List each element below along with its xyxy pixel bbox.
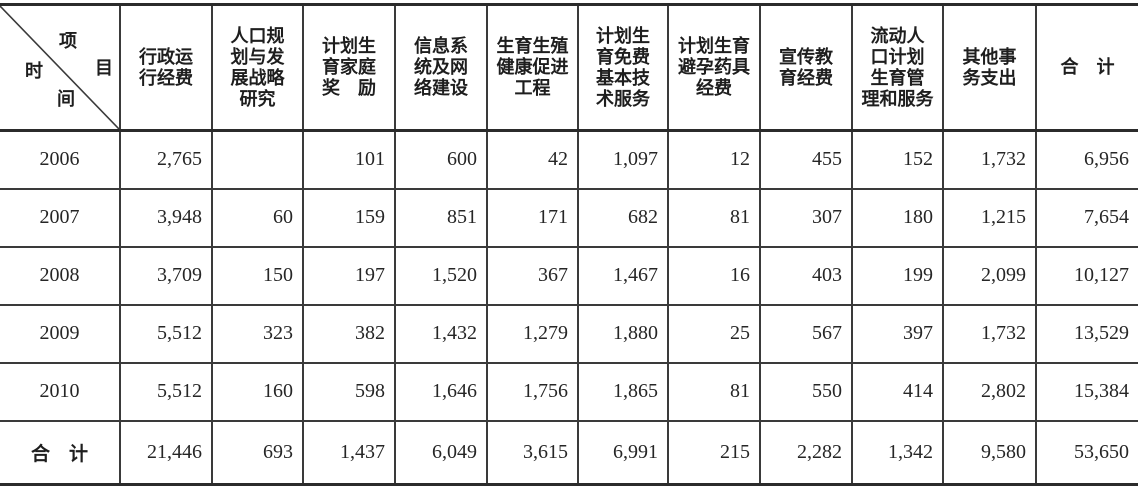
total-value-cell: 215 — [667, 420, 761, 485]
row-total-cell: 15,384 — [1035, 362, 1138, 422]
col-header-admin-operating-funds: 行政运 行经费 — [119, 4, 213, 132]
value-cell: 851 — [394, 188, 488, 248]
value-cell: 5,512 — [119, 362, 213, 422]
total-value-cell: 21,446 — [119, 420, 213, 485]
value-cell: 1,432 — [394, 304, 488, 364]
table-row-2006: 2006 2,765 101 600 42 1,097 12 455 152 1… — [0, 130, 1138, 190]
value-cell: 160 — [211, 362, 304, 422]
value-cell: 25 — [667, 304, 761, 364]
col-header-free-basic-tech-services: 计划生 育免费 基本技 术服务 — [577, 4, 669, 132]
value-cell: 397 — [851, 304, 944, 364]
value-cell: 403 — [759, 246, 853, 306]
table-row-2009: 2009 5,512 323 382 1,432 1,279 1,880 25 … — [0, 304, 1138, 364]
table-row-2010: 2010 5,512 160 598 1,646 1,756 1,865 81 … — [0, 362, 1138, 422]
value-cell: 1,865 — [577, 362, 669, 422]
value-cell: 81 — [667, 362, 761, 422]
table-row-2007: 2007 3,948 60 159 851 171 682 81 307 180… — [0, 188, 1138, 248]
total-row-label: 合 计 — [0, 420, 121, 485]
value-cell: 159 — [302, 188, 396, 248]
col-header-reproductive-health-project: 生育生殖 健康促进 工程 — [486, 4, 579, 132]
total-value-cell: 9,580 — [942, 420, 1037, 485]
row-total-cell: 10,127 — [1035, 246, 1138, 306]
value-cell: 682 — [577, 188, 669, 248]
table-row-2008: 2008 3,709 150 197 1,520 367 1,467 16 40… — [0, 246, 1138, 306]
value-cell: 598 — [302, 362, 396, 422]
value-cell: 550 — [759, 362, 853, 422]
value-cell: 1,732 — [942, 304, 1037, 364]
diagonal-divider — [0, 6, 119, 129]
value-cell: 414 — [851, 362, 944, 422]
total-value-cell: 6,991 — [577, 420, 669, 485]
expenditure-table: 项 目 时 间 行政运 行经费 人口规 划与发 展战略 研究 计划生 育 — [0, 3, 1138, 486]
grand-total-cell: 53,650 — [1035, 420, 1138, 485]
table-row-total: 合 计 21,446 693 1,437 6,049 3,615 6,991 2… — [0, 420, 1138, 485]
value-cell: 1,097 — [577, 130, 669, 190]
value-cell: 5,512 — [119, 304, 213, 364]
year-cell: 2006 — [0, 130, 121, 190]
value-cell: 1,732 — [942, 130, 1037, 190]
corner-time-label: 间 — [57, 89, 75, 109]
value-cell: 600 — [394, 130, 488, 190]
value-cell: 1,880 — [577, 304, 669, 364]
value-cell: 1,646 — [394, 362, 488, 422]
value-cell: 152 — [851, 130, 944, 190]
total-value-cell: 693 — [211, 420, 304, 485]
value-cell: 180 — [851, 188, 944, 248]
value-cell: 455 — [759, 130, 853, 190]
year-cell: 2010 — [0, 362, 121, 422]
total-value-cell: 2,282 — [759, 420, 853, 485]
col-header-other-affairs-expenditure: 其他事 务支出 — [942, 4, 1037, 132]
value-cell: 3,948 — [119, 188, 213, 248]
value-cell: 323 — [211, 304, 304, 364]
value-cell: 150 — [211, 246, 304, 306]
value-cell: 1,467 — [577, 246, 669, 306]
value-cell: 567 — [759, 304, 853, 364]
value-cell: 307 — [759, 188, 853, 248]
row-total-cell: 6,956 — [1035, 130, 1138, 190]
col-header-publicity-education-funds: 宣传教 育经费 — [759, 4, 853, 132]
value-cell: 3,709 — [119, 246, 213, 306]
col-header-info-system-network: 信息系 统及网 络建设 — [394, 4, 488, 132]
value-cell: 1,756 — [486, 362, 579, 422]
total-value-cell: 6,049 — [394, 420, 488, 485]
value-cell: 199 — [851, 246, 944, 306]
value-cell: 197 — [302, 246, 396, 306]
col-header-population-planning-research: 人口规 划与发 展战略 研究 — [211, 4, 304, 132]
value-cell: 1,215 — [942, 188, 1037, 248]
total-value-cell: 1,342 — [851, 420, 944, 485]
value-cell: 81 — [667, 188, 761, 248]
year-cell: 2009 — [0, 304, 121, 364]
total-value-cell: 1,437 — [302, 420, 396, 485]
col-header-migrant-population-services: 流动人 口计划 生育管 理和服务 — [851, 4, 944, 132]
corner-item-label: 目 — [95, 58, 113, 78]
header-row: 项 目 时 间 行政运 行经费 人口规 划与发 展战略 研究 计划生 育 — [0, 4, 1138, 132]
total-value-cell: 3,615 — [486, 420, 579, 485]
value-cell: 2,802 — [942, 362, 1037, 422]
value-cell — [211, 130, 304, 190]
corner-time-label: 时 — [25, 61, 43, 81]
col-header-contraceptives-funds: 计划生育 避孕药具 经费 — [667, 4, 761, 132]
value-cell: 12 — [667, 130, 761, 190]
year-cell: 2008 — [0, 246, 121, 306]
value-cell: 171 — [486, 188, 579, 248]
value-cell: 382 — [302, 304, 396, 364]
row-total-cell: 7,654 — [1035, 188, 1138, 248]
value-cell: 367 — [486, 246, 579, 306]
value-cell: 1,520 — [394, 246, 488, 306]
value-cell: 101 — [302, 130, 396, 190]
value-cell: 16 — [667, 246, 761, 306]
row-total-cell: 13,529 — [1035, 304, 1138, 364]
year-cell: 2007 — [0, 188, 121, 248]
corner-item-label: 项 — [59, 31, 77, 51]
corner-header-cell: 项 目 时 间 — [0, 4, 121, 132]
col-header-family-planning-reward: 计划生 育家庭 奖 励 — [302, 4, 396, 132]
value-cell: 60 — [211, 188, 304, 248]
value-cell: 42 — [486, 130, 579, 190]
value-cell: 2,765 — [119, 130, 213, 190]
value-cell: 1,279 — [486, 304, 579, 364]
value-cell: 2,099 — [942, 246, 1037, 306]
col-header-total: 合 计 — [1035, 4, 1138, 132]
